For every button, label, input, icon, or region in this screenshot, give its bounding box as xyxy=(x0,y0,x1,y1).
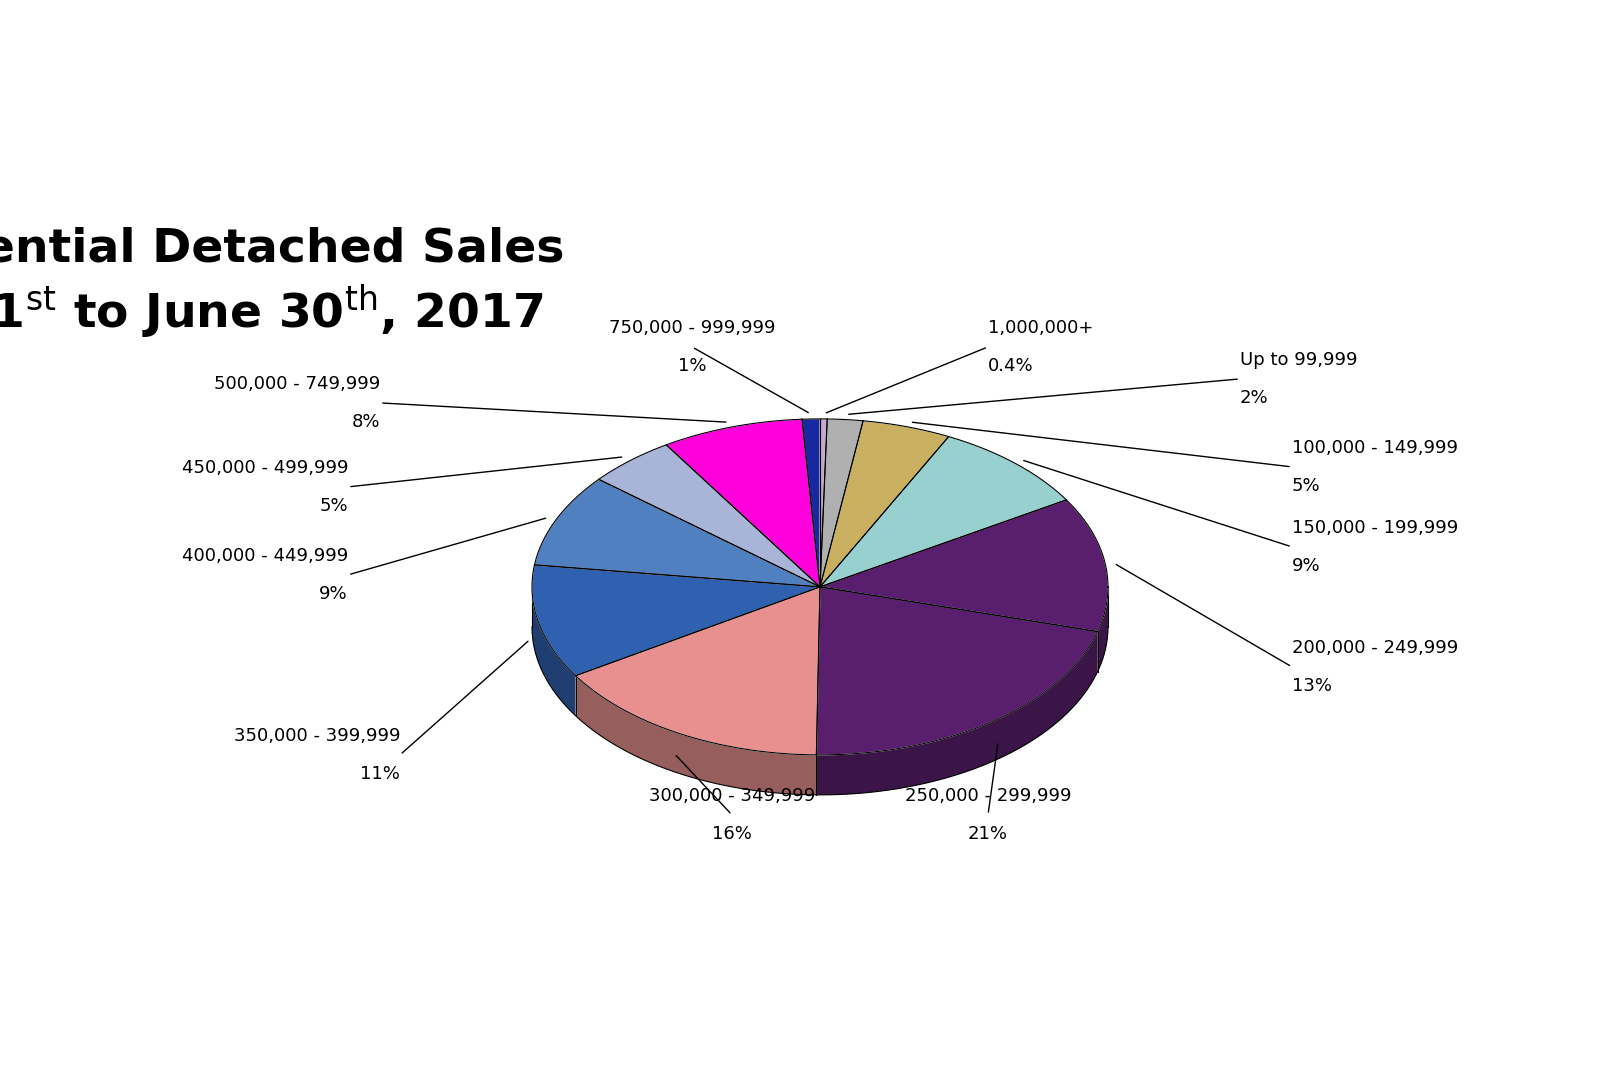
Text: Up to 99,999: Up to 99,999 xyxy=(1240,351,1357,369)
Polygon shape xyxy=(1098,587,1107,671)
Text: 9%: 9% xyxy=(320,585,349,603)
Text: 500,000 - 749,999: 500,000 - 749,999 xyxy=(214,374,379,393)
Polygon shape xyxy=(576,675,816,795)
Text: 1%: 1% xyxy=(678,357,706,374)
Polygon shape xyxy=(819,421,949,587)
Polygon shape xyxy=(533,587,576,715)
Polygon shape xyxy=(802,419,819,587)
Polygon shape xyxy=(598,445,819,587)
Text: 400,000 - 449,999: 400,000 - 449,999 xyxy=(182,547,349,565)
Text: 21%: 21% xyxy=(968,824,1008,843)
Polygon shape xyxy=(533,565,819,675)
Text: 250,000 - 299,999: 250,000 - 299,999 xyxy=(904,787,1072,805)
Text: 150,000 - 199,999: 150,000 - 199,999 xyxy=(1293,519,1458,537)
Text: 300,000 - 349,999: 300,000 - 349,999 xyxy=(650,787,814,805)
Text: 13%: 13% xyxy=(1293,677,1331,695)
Polygon shape xyxy=(819,437,1066,587)
Text: 5%: 5% xyxy=(320,497,349,515)
Polygon shape xyxy=(816,587,1098,755)
Text: 9%: 9% xyxy=(1293,557,1320,575)
Polygon shape xyxy=(816,631,1098,795)
Polygon shape xyxy=(819,419,827,587)
Text: June 1$^\mathrm{st}$ to June 30$^\mathrm{th}$, 2017: June 1$^\mathrm{st}$ to June 30$^\mathrm… xyxy=(0,283,544,341)
Text: Residential Detached Sales: Residential Detached Sales xyxy=(0,227,565,272)
Text: 100,000 - 149,999: 100,000 - 149,999 xyxy=(1293,439,1458,456)
Text: 0.4%: 0.4% xyxy=(989,357,1034,374)
Text: 1,000,000+: 1,000,000+ xyxy=(989,319,1093,337)
Text: 11%: 11% xyxy=(360,765,400,783)
Text: 450,000 - 499,999: 450,000 - 499,999 xyxy=(181,459,349,477)
Text: 8%: 8% xyxy=(352,413,379,431)
Text: 5%: 5% xyxy=(1293,477,1320,495)
Text: 350,000 - 399,999: 350,000 - 399,999 xyxy=(234,727,400,745)
Polygon shape xyxy=(819,500,1107,631)
Text: 200,000 - 249,999: 200,000 - 249,999 xyxy=(1293,639,1458,657)
Polygon shape xyxy=(666,420,819,587)
Text: 16%: 16% xyxy=(712,824,752,843)
Polygon shape xyxy=(819,419,862,587)
Polygon shape xyxy=(576,587,819,755)
Text: 2%: 2% xyxy=(1240,388,1269,407)
Polygon shape xyxy=(534,479,819,587)
Text: 750,000 - 999,999: 750,000 - 999,999 xyxy=(608,319,776,337)
